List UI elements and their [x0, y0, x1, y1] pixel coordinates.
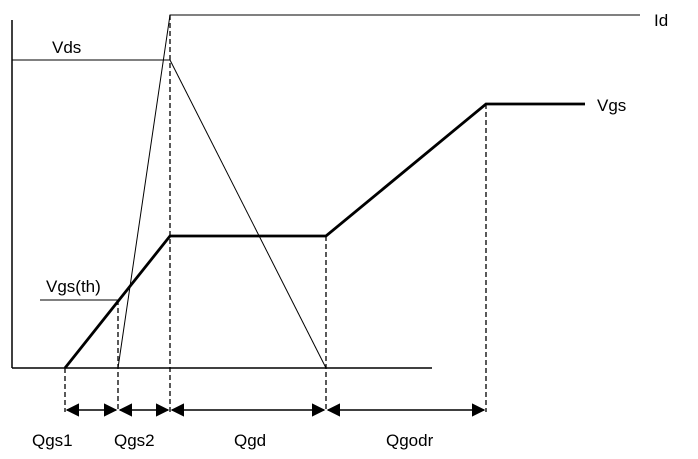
vds-curve [169, 59, 327, 369]
vgs-label: Vgs [597, 96, 626, 115]
qgd-label: Qgd [234, 431, 266, 450]
vgs-th-label: Vgs(th) [46, 277, 101, 296]
qgs2-label: Qgs2 [114, 431, 155, 450]
qgodr-label: Qgodr [386, 431, 434, 450]
qgs1-label: Qgs1 [32, 431, 73, 450]
vds-label: Vds [52, 38, 81, 57]
vgs-curve [63, 102, 585, 369]
id-label: Id [654, 11, 668, 30]
